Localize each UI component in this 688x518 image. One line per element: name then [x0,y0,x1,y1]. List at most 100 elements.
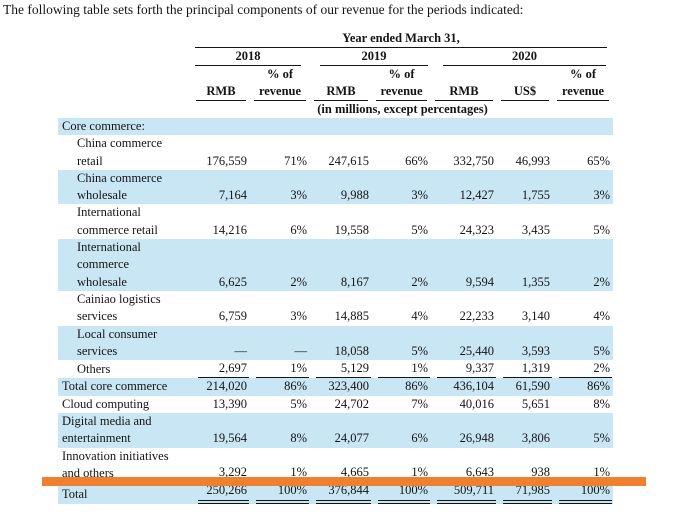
col-header-rmb-2020: RMB [431,83,497,101]
table-cell: 6% [411,431,428,446]
col-header-rmb-2018: RMB [192,83,250,101]
table-cell: 1% [256,360,309,379]
table-row: Cainiao logistics services 6,759 3% 14,885 4… [58,291,613,326]
table-row: Others 2,697 1% 5,129 1% 9,337 1,319 2% [58,360,613,379]
table-cell: 323,400 [328,379,369,394]
row-label: Total core commerce [62,379,168,394]
table-cell: 1% [378,360,430,379]
table-cell: 3% [593,188,611,203]
table-cell: 24,077 [334,431,369,446]
table-cell: 25,440 [459,343,494,358]
table-cell: 24,702 [334,396,369,411]
table-cell: 8,167 [340,274,369,289]
table-cell: 3,435 [521,222,550,237]
table-row: Local consumer services — — 18,058 5% 25,440 3… [58,325,614,361]
table-cell: 3% [411,188,428,203]
header-spanner-cell: Year ended March 31, [192,30,613,48]
table-cell: 2% [290,274,307,289]
units-note-cell: (in millions, except percentages) [192,101,613,118]
table-cell: 5% [290,396,307,411]
intro-text: The following table sets forth the princ… [3,2,524,17]
year-2020-cell: 2020 [431,48,613,66]
table-cell: 46,993 [515,153,550,168]
table-cell: 66% [405,153,428,168]
table-cell: 5% [593,431,611,446]
header-pctof-row: % of % of % of [58,66,613,83]
table-row: Total core commerce 214,020 86% 323,400 86% 4… [58,378,614,396]
pct-of-label: % of [570,67,597,81]
table-cell: 40,016 [459,396,494,411]
table-cell: 7,164 [218,188,247,203]
units-note: (in millions, except percentages) [317,102,488,116]
table-cell: 71,985 [503,482,552,504]
pct-of-label: % of [266,67,294,81]
table-cell: 8% [290,431,307,446]
year-2018-label: 2018 [195,48,301,66]
table-row: International commerce retail 14,216 6% 19,… [58,204,613,239]
table-row: Core commerce: [58,118,614,136]
table-cell: 509,711 [437,482,496,504]
col-header-revenue-2020: revenue [553,83,613,101]
table-cell: 3,806 [521,431,550,446]
table-cell: 176,559 [206,153,247,168]
table-cell: 6% [290,222,307,237]
table-cell: 24,323 [459,222,494,237]
table-cell: 71% [284,153,307,168]
table-cell: 1,319 [503,360,552,379]
table-cell: 6,759 [218,309,247,324]
table-cell: 18,058 [334,343,369,358]
table-cell: 2% [593,274,611,289]
table-cell: 65% [587,153,611,168]
table-cell: 1,355 [521,274,550,289]
table-cell: 9,337 [437,360,496,379]
table-cell: 26,948 [459,431,494,446]
year-2018-cell: 2018 [192,48,310,66]
table-cell: 5% [593,222,611,237]
table-cell: 5% [411,343,428,358]
table-cell: 61,590 [515,379,550,394]
row-label: Others [77,362,111,377]
header-empty-cell [58,66,192,83]
table-cell: 214,020 [206,379,247,394]
table-cell: 2% [411,274,428,289]
revenue-table-body: Core commerce: China commerce retail 176,5… [58,118,614,504]
col-header-revenue-2019: revenue [372,83,431,101]
table-cell: 19,558 [334,222,369,237]
table-cell: 3,593 [521,343,550,358]
table-cell: 86% [405,379,428,394]
table-cell: 3,140 [521,309,550,324]
col-header-rmb-2019: RMB [310,83,372,101]
table-cell: 436,104 [453,379,494,394]
row-label: China commerce retail [77,136,163,168]
table-row: Digital media and entertainment 19,564 8% 2… [58,413,614,448]
pct-of-label: % of [388,67,415,81]
row-label: Local consumer services [77,326,158,358]
row-label: China commerce wholesale [77,170,163,203]
highlight-annotation-bar [42,477,646,486]
table-cell: 376,844 [316,482,371,504]
table-cell: 2,697 [198,360,249,379]
header-years-row: 2018 2019 2020 [58,48,613,66]
header-spanner-row: Year ended March 31, [58,30,613,48]
row-label: Total [62,487,88,502]
table-cell: 5,129 [316,360,371,379]
table-cell: 4% [593,309,611,324]
row-label: Core commerce: [62,119,145,133]
year-2020-label: 2020 [443,48,607,66]
table-cell: — [294,343,308,358]
table-cell: 1,755 [521,188,550,203]
table-cell: 3% [290,188,307,203]
table-cell: 2% [559,360,613,379]
table-cell: 22,233 [459,309,494,324]
table-cell: 8% [593,396,611,411]
table-cell: 14,885 [334,309,369,324]
table-cell: 100% [559,482,613,504]
table-cell: 100% [378,482,430,504]
table-cell: 5% [593,343,611,358]
header-columns-row: RMB revenue RMB revenue RMB US$ revenue [58,83,613,101]
header-empty-cell [58,48,192,66]
header-units-row: (in millions, except percentages) [58,101,613,118]
table-cell: 9,988 [340,188,369,203]
table-row: International commerce wholesale 6,625 2% 8… [58,239,614,291]
